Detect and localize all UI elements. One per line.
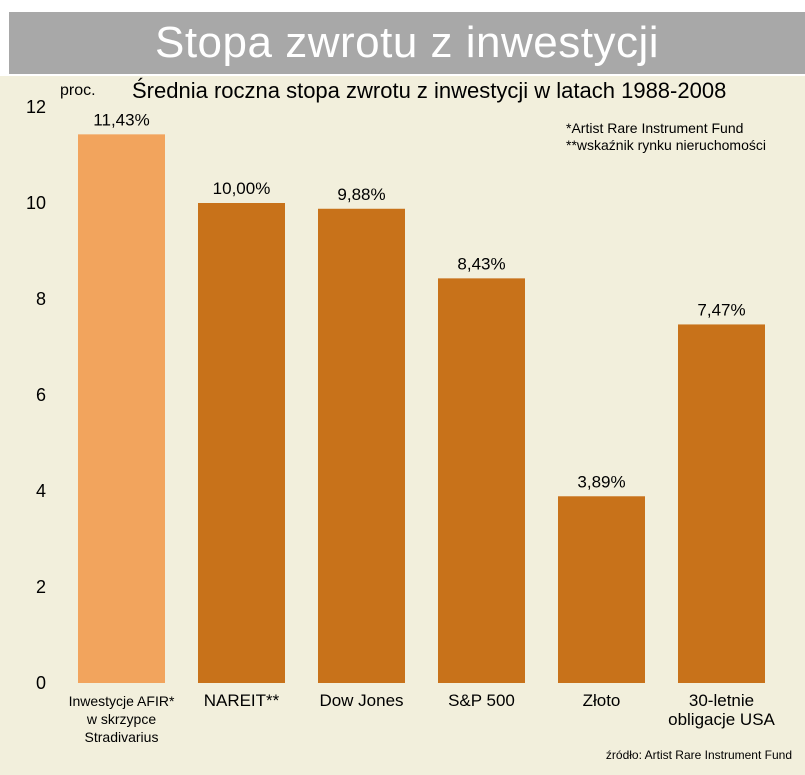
page-title: Stopa zwrotu z inwestycji [154, 18, 660, 67]
bar [198, 203, 285, 683]
y-tick-label: 12 [26, 97, 46, 117]
data-label: 8,43% [457, 254, 505, 273]
chart-title: Średnia roczna stopa zwrotu z inwestycji… [132, 78, 726, 103]
data-label: 7,47% [697, 300, 745, 319]
data-label: 10,00% [213, 179, 271, 198]
bar [558, 496, 645, 683]
y-axis-label: proc. [60, 82, 96, 99]
x-tick-label: 30-letnie obligacje USA [668, 691, 775, 729]
y-tick-label: 6 [36, 385, 46, 405]
title-bar: Stopa zwrotu z inwestycji [9, 12, 805, 74]
bar [78, 134, 165, 684]
x-tick-label: Złoto [583, 691, 621, 710]
y-tick-label: 0 [36, 673, 46, 693]
bar [678, 324, 765, 683]
footnote-afir: *Artist Rare Instrument Fund [566, 120, 743, 136]
y-tick-label: 2 [36, 577, 46, 597]
data-label: 11,43% [93, 110, 149, 129]
y-tick-label: 10 [26, 193, 46, 213]
x-tick-label: Dow Jones [319, 691, 403, 710]
y-tick-label: 4 [36, 481, 46, 501]
data-label: 9,88% [337, 185, 385, 204]
x-tick-label: Inwestycje AFIR* w skrzypce Stradivarius [69, 693, 175, 745]
bar [438, 278, 525, 683]
footnote-nareit: **wskaźnik rynku nieruchomości [566, 137, 766, 153]
bar [318, 208, 405, 683]
x-tick-label: S&P 500 [448, 691, 515, 710]
data-label: 3,89% [577, 472, 625, 491]
x-tick-label: NAREIT** [204, 691, 280, 710]
header-band: Stopa zwrotu z inwestycji [0, 0, 805, 76]
y-tick-label: 8 [36, 289, 46, 309]
source-note: źródło: Artist Rare Instrument Fund [606, 748, 792, 762]
